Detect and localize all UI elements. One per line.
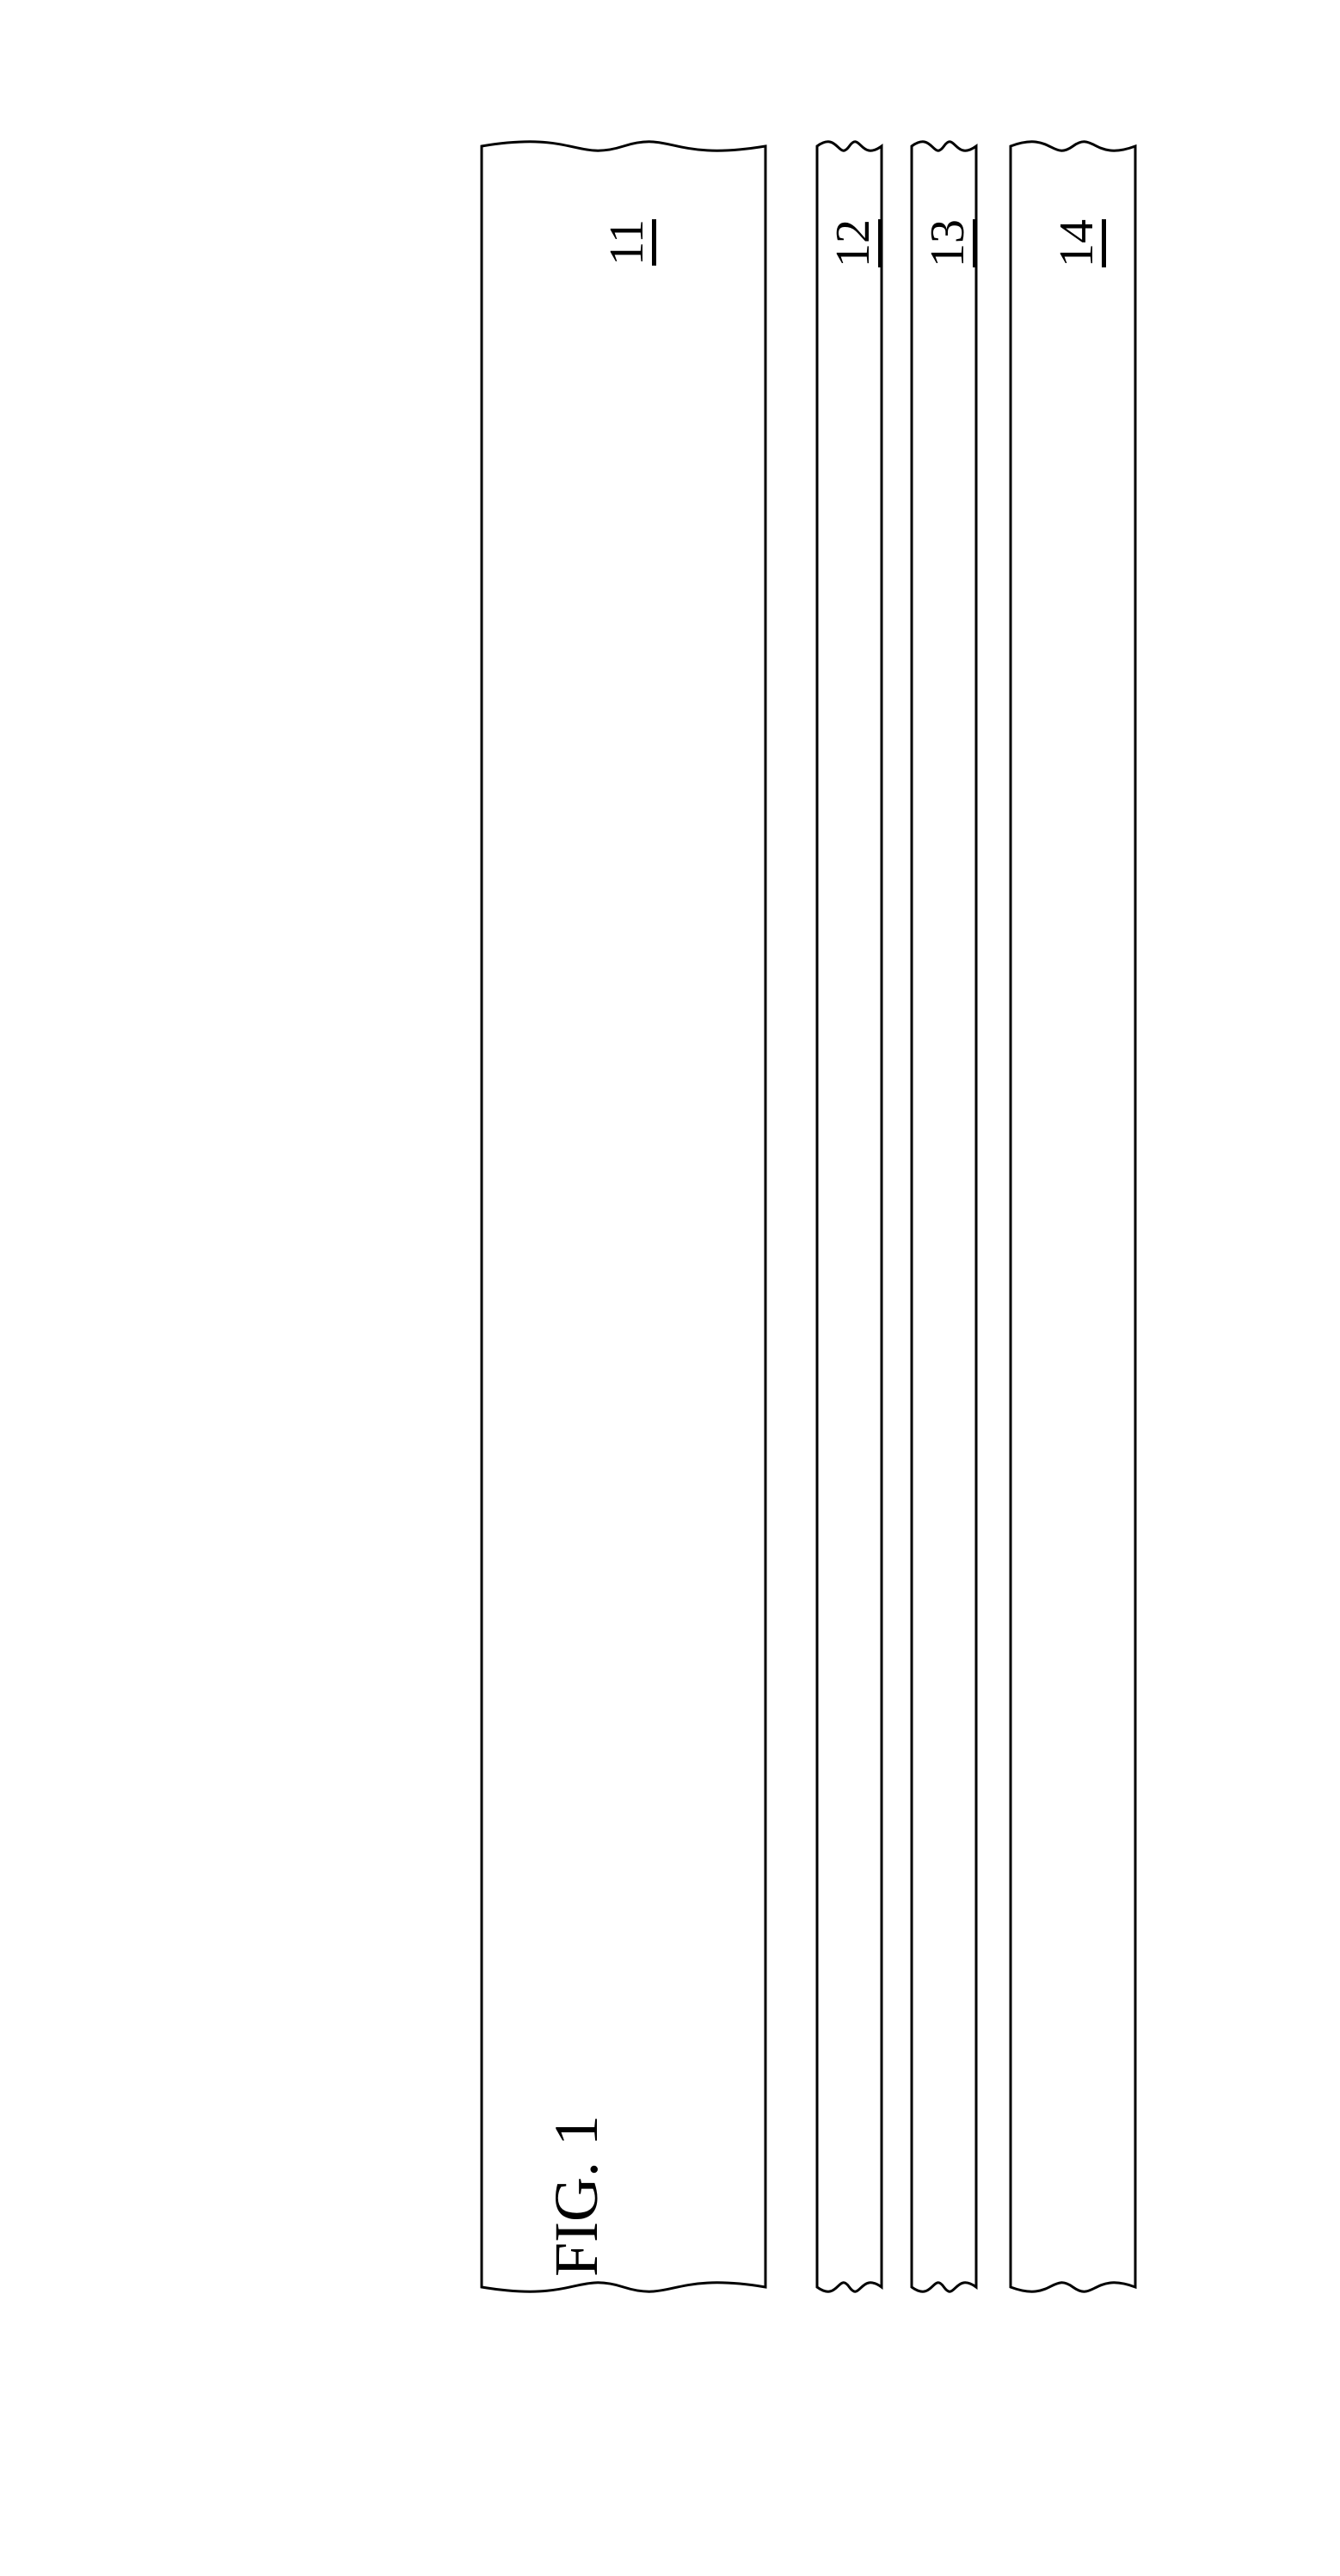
layer-12-label: 12 [826,219,881,267]
layer-14-label: 14 [1049,219,1104,267]
layer-13-label: 13 [920,219,975,267]
layer-11 [482,142,765,2291]
layer-11-label: 11 [599,219,655,266]
layer-12 [817,142,882,2291]
layer-14 [1011,142,1135,2291]
figure-caption: FIG. 1 [541,2115,799,2277]
layer-13 [912,142,976,2291]
